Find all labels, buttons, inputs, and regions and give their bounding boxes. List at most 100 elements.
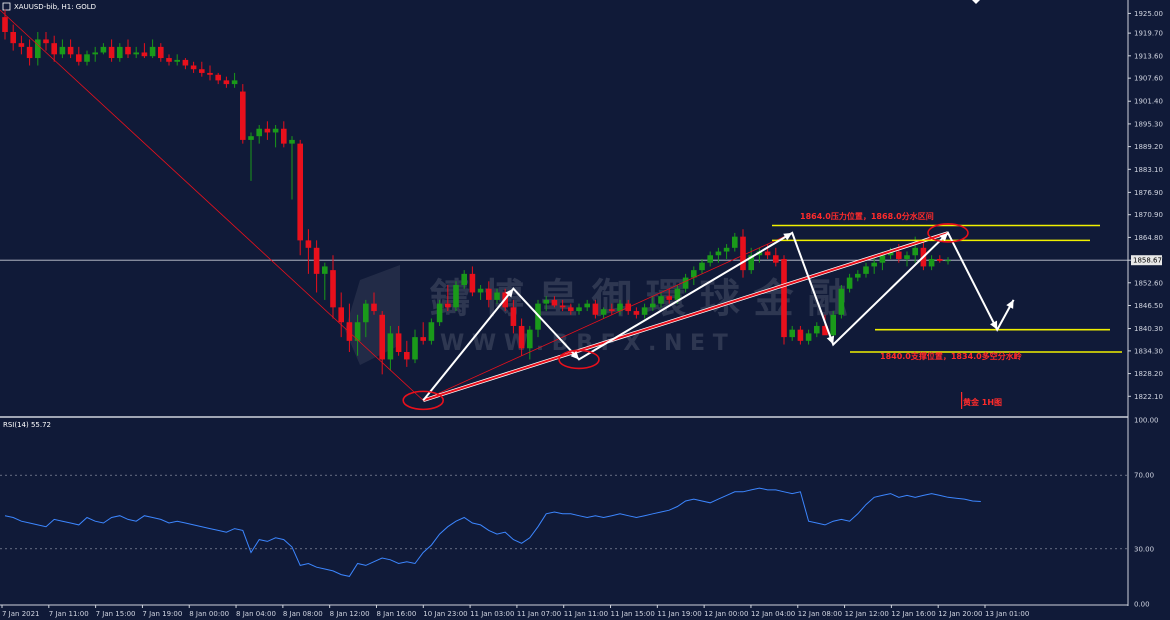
time-tick-label: 7 Jan 11:00 bbox=[49, 610, 89, 618]
price-axis: 1925.00 1919.70 1913.60 1907.60 1901.40 1895.… bbox=[0, 0, 1163, 606]
candle-body bbox=[404, 352, 410, 360]
candle-body bbox=[108, 46, 115, 59]
candle-body bbox=[518, 325, 525, 349]
candle-body bbox=[887, 251, 894, 256]
candle bbox=[830, 311, 836, 338]
candle-body bbox=[477, 288, 484, 293]
candle bbox=[133, 46, 139, 59]
pivot-circle[interactable] bbox=[558, 349, 600, 370]
candle-body bbox=[764, 251, 771, 256]
candle-body bbox=[240, 91, 246, 140]
candle-body bbox=[322, 266, 328, 274]
candle-body bbox=[855, 273, 861, 278]
downtrend-line[interactable] bbox=[0, 9, 424, 401]
candle bbox=[363, 299, 369, 338]
candle-body bbox=[26, 46, 33, 59]
candle bbox=[199, 61, 205, 77]
pivot-circle[interactable] bbox=[402, 390, 445, 411]
candle bbox=[650, 296, 656, 312]
candle-body bbox=[190, 65, 197, 70]
candle-body bbox=[486, 288, 492, 300]
candle-body bbox=[494, 292, 500, 300]
candle-body bbox=[18, 43, 25, 47]
candle bbox=[568, 303, 574, 315]
candle bbox=[773, 247, 779, 267]
candle-body bbox=[805, 333, 812, 341]
candle bbox=[297, 139, 303, 256]
time-tick-label: 8 Jan 12:00 bbox=[330, 610, 370, 618]
channel-upper-line[interactable] bbox=[423, 232, 793, 401]
candle bbox=[863, 262, 869, 278]
candle-body bbox=[51, 43, 57, 55]
price-tick-label: 1925.00 bbox=[1134, 10, 1163, 18]
candle-body bbox=[313, 247, 320, 274]
candle bbox=[190, 61, 197, 73]
arrowhead-icon bbox=[1006, 299, 1014, 309]
pivot-circle[interactable] bbox=[927, 223, 969, 243]
candle-body bbox=[149, 46, 156, 57]
candle-body bbox=[215, 74, 221, 81]
price-tick-label: 1889.20 bbox=[1134, 143, 1163, 151]
candle bbox=[805, 329, 812, 345]
drawings[interactable] bbox=[0, 9, 1122, 411]
rsi-tick-label: 30.00 bbox=[1134, 545, 1154, 553]
candle bbox=[412, 329, 418, 364]
price-tick-label: 1901.40 bbox=[1134, 98, 1163, 106]
candle-body bbox=[937, 258, 943, 261]
rsi-indicator bbox=[4, 487, 981, 577]
candle bbox=[338, 292, 344, 338]
candle bbox=[92, 46, 98, 62]
chart-title-annotation: 黄金 1H图 bbox=[963, 397, 1002, 407]
candle-body bbox=[871, 262, 877, 267]
candle-body bbox=[666, 296, 672, 300]
candle bbox=[174, 54, 180, 66]
candle bbox=[436, 299, 443, 326]
candle-body bbox=[100, 46, 107, 53]
price-tick-label: 1840.30 bbox=[1134, 325, 1163, 333]
rsi-tick-label: 70.00 bbox=[1134, 472, 1154, 480]
candle-body bbox=[92, 52, 98, 55]
candle bbox=[486, 281, 492, 308]
candle-body bbox=[133, 52, 139, 55]
candle bbox=[723, 244, 730, 259]
candle bbox=[313, 240, 320, 293]
candle bbox=[354, 314, 361, 356]
candle bbox=[666, 288, 672, 304]
candle bbox=[748, 247, 754, 274]
candle bbox=[453, 281, 459, 312]
title-marker bbox=[961, 392, 963, 409]
candle bbox=[223, 76, 230, 88]
candle bbox=[166, 54, 172, 66]
rsi-tick-label: 0.00 bbox=[1134, 601, 1150, 609]
candle-body bbox=[568, 307, 574, 312]
watermark-en: W W W . B B F X . N E T bbox=[440, 331, 728, 356]
time-tick-label: 7 Jan 19:00 bbox=[142, 610, 182, 618]
candle bbox=[231, 72, 238, 88]
uptrend-line[interactable] bbox=[422, 231, 949, 402]
time-tick-label: 8 Jan 08:00 bbox=[283, 610, 323, 618]
candle bbox=[35, 32, 41, 66]
candle-body bbox=[117, 46, 123, 59]
candle-body bbox=[43, 39, 49, 44]
candle-body bbox=[789, 329, 795, 338]
candle-body bbox=[641, 307, 648, 315]
candle-body bbox=[207, 72, 213, 75]
candle-body bbox=[838, 288, 845, 315]
zigzag-projection[interactable] bbox=[422, 231, 1015, 402]
time-tick-label: 8 Jan 00:00 bbox=[189, 610, 229, 618]
candle-body bbox=[445, 303, 451, 308]
candle bbox=[715, 247, 722, 263]
price-tick-label: 1876.90 bbox=[1134, 189, 1163, 197]
candle-body bbox=[707, 255, 713, 263]
candle bbox=[461, 270, 467, 289]
candle bbox=[543, 296, 549, 312]
candle-body bbox=[248, 136, 254, 140]
candle-body bbox=[272, 128, 279, 133]
chart-nav-arrow-icon[interactable] bbox=[972, 0, 980, 4]
candle bbox=[945, 257, 951, 265]
candle-body bbox=[289, 139, 295, 144]
time-tick-label: 12 Jan 16:00 bbox=[891, 610, 935, 618]
candle bbox=[387, 325, 394, 371]
candle bbox=[10, 24, 16, 51]
